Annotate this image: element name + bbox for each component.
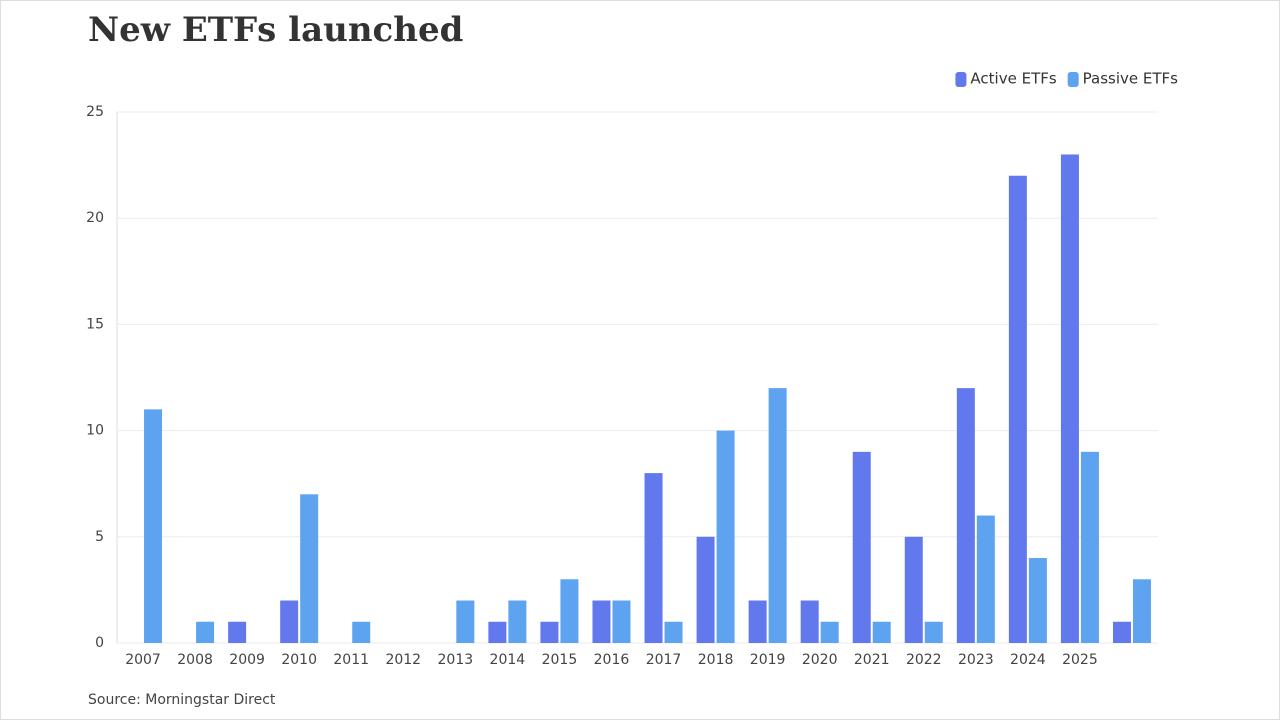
y-tick-label: 5	[95, 529, 104, 545]
x-tick-label: 2009	[229, 652, 265, 668]
bar	[696, 536, 715, 643]
chart-title: New ETFs launched	[88, 10, 463, 50]
bar	[820, 621, 839, 643]
y-tick-label: 25	[86, 104, 104, 120]
bar	[488, 621, 507, 643]
y-tick-label: 10	[86, 423, 104, 439]
bar	[976, 515, 995, 643]
legend-swatch	[1067, 72, 1079, 87]
legend-label: Active ETFs	[970, 70, 1056, 88]
bar	[748, 600, 767, 643]
source-note: Source: Morningstar Direct	[88, 692, 276, 708]
bar	[1112, 621, 1131, 643]
x-tick-label: 2012	[385, 652, 421, 668]
bar	[852, 451, 871, 643]
bar	[664, 621, 683, 643]
bar	[592, 600, 611, 643]
bar	[456, 600, 475, 643]
bar	[196, 621, 215, 643]
x-tick-label: 2010	[281, 652, 317, 668]
bar	[1028, 558, 1047, 643]
x-tick-label: 2018	[698, 652, 734, 668]
bar	[1008, 175, 1027, 643]
bar	[300, 494, 319, 643]
x-tick-label: 2019	[750, 652, 786, 668]
bar	[1060, 154, 1079, 644]
x-tick-label: 2007	[125, 652, 161, 668]
x-tick-label: 2013	[438, 652, 474, 668]
bar	[924, 621, 943, 643]
x-tick-label: 2022	[906, 652, 942, 668]
bar	[956, 388, 975, 643]
x-tick-label: 2024	[1010, 652, 1046, 668]
legend-swatch	[955, 72, 967, 87]
x-tick-label: 2008	[177, 652, 213, 668]
y-tick-label: 0	[95, 635, 104, 651]
bar	[1132, 579, 1151, 643]
bar	[612, 600, 631, 643]
x-tick-label: 2014	[490, 652, 526, 668]
x-tick-label: 2020	[802, 652, 838, 668]
y-tick-label: 20	[86, 210, 104, 226]
x-tick-label: 2021	[854, 652, 890, 668]
bar	[228, 621, 247, 643]
x-tick-label: 2011	[333, 652, 369, 668]
x-tick-label: 2023	[958, 652, 994, 668]
bar	[644, 473, 663, 643]
bar	[800, 600, 819, 643]
bar	[540, 621, 559, 643]
x-tick-label: 2015	[542, 652, 578, 668]
x-tick-label: 2017	[646, 652, 682, 668]
bar	[872, 621, 891, 643]
bar	[716, 430, 735, 643]
y-tick-label: 15	[86, 316, 104, 332]
bar	[768, 388, 787, 643]
bar	[508, 600, 527, 643]
legend-label: Passive ETFs	[1083, 70, 1179, 88]
bar	[560, 579, 579, 643]
bar	[1080, 451, 1099, 643]
bar	[352, 621, 371, 643]
x-tick-label: 2025	[1062, 652, 1098, 668]
bar	[144, 409, 163, 643]
bar	[280, 600, 299, 643]
x-tick-label: 2016	[594, 652, 630, 668]
bar	[904, 536, 923, 643]
